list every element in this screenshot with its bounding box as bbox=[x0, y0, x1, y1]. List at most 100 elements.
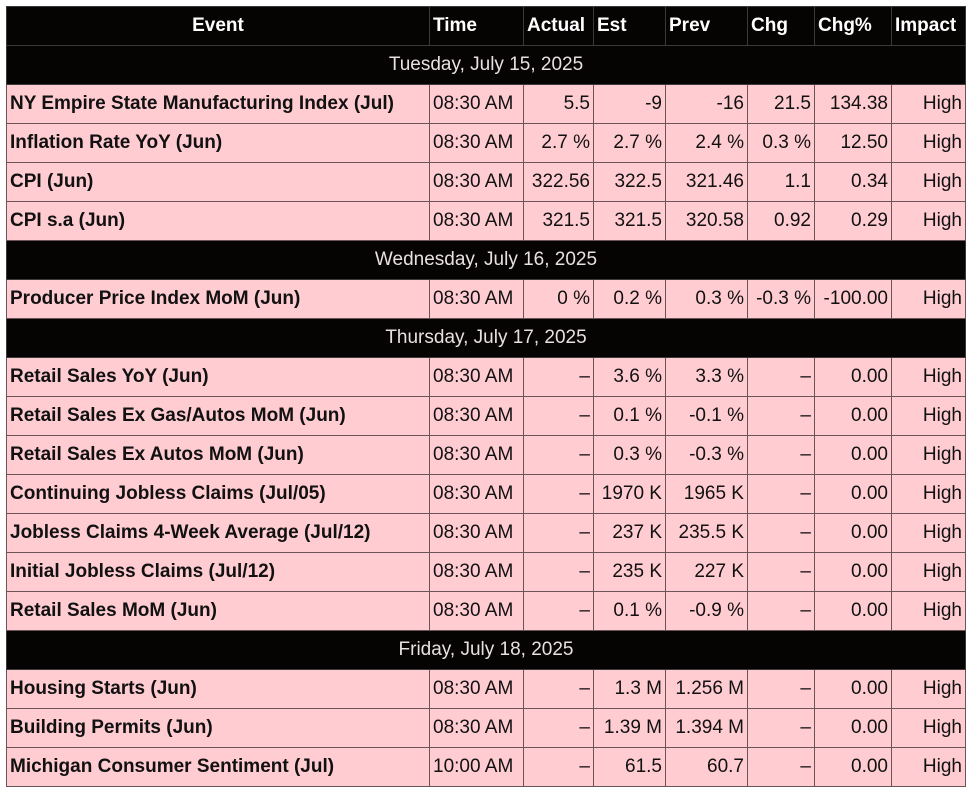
time-cell: 10:00 AM bbox=[429, 747, 524, 787]
table-row[interactable]: CPI (Jun) 08:30 AM 322.56 322.5 321.46 1.1 0.3… bbox=[6, 162, 966, 202]
chg-cell: – bbox=[747, 474, 815, 514]
chg-cell: -0.3 % bbox=[747, 279, 815, 319]
table-row[interactable]: Retail Sales Ex Autos MoM (Jun) 08:30 AM –… bbox=[6, 435, 966, 475]
table-row[interactable]: Housing Starts (Jun) 08:30 AM –1.3 M 1.256 … bbox=[6, 669, 966, 709]
event-cell: Housing Starts (Jun) bbox=[6, 669, 430, 709]
est-cell: 0.1 % bbox=[593, 591, 666, 631]
est-cell: 2.7 % bbox=[593, 123, 666, 163]
actual-cell: – bbox=[523, 396, 594, 436]
chg-pct-cell: 12.50 bbox=[814, 123, 892, 163]
event-cell: Retail Sales MoM (Jun) bbox=[6, 591, 430, 631]
column-header-impact[interactable]: Impact bbox=[891, 6, 966, 46]
time-cell: 08:30 AM bbox=[429, 669, 524, 709]
time-cell: 08:30 AM bbox=[429, 357, 524, 397]
date-group-label: Wednesday, July 16, 2025 bbox=[6, 240, 966, 280]
impact-cell: High bbox=[891, 357, 966, 397]
chg-cell: – bbox=[747, 357, 815, 397]
date-group-label: Friday, July 18, 2025 bbox=[6, 630, 966, 670]
column-header-actual[interactable]: Actual bbox=[523, 6, 594, 46]
chg-pct-cell: 0.00 bbox=[814, 357, 892, 397]
est-cell: 0.2 % bbox=[593, 279, 666, 319]
actual-cell: – bbox=[523, 708, 594, 748]
impact-cell: High bbox=[891, 396, 966, 436]
time-cell: 08:30 AM bbox=[429, 396, 524, 436]
table-row[interactable]: CPI s.a (Jun) 08:30 AM 321.5 321.5 320.58 0.9… bbox=[6, 201, 966, 241]
chg-pct-cell: 0.34 bbox=[814, 162, 892, 202]
table-row[interactable]: Producer Price Index MoM (Jun) 08:30 AM 0 … bbox=[6, 279, 966, 319]
est-cell: 237 K bbox=[593, 513, 666, 553]
impact-cell: High bbox=[891, 591, 966, 631]
actual-cell: – bbox=[523, 357, 594, 397]
date-group-row: Tuesday, July 15, 2025 bbox=[6, 45, 966, 85]
est-cell: 0.1 % bbox=[593, 396, 666, 436]
impact-cell: High bbox=[891, 123, 966, 163]
chg-pct-cell: 0.00 bbox=[814, 474, 892, 514]
actual-cell: 322.56 bbox=[523, 162, 594, 202]
impact-cell: High bbox=[891, 162, 966, 202]
table-row[interactable]: Retail Sales Ex Gas/Autos MoM (Jun) 08:30… bbox=[6, 396, 966, 436]
est-cell: 1.3 M bbox=[593, 669, 666, 709]
est-cell: -9 bbox=[593, 84, 666, 124]
table-row[interactable]: Building Permits (Jun) 08:30 AM –1.39 M 1.3… bbox=[6, 708, 966, 748]
prev-cell: 3.3 % bbox=[665, 357, 748, 397]
est-cell: 61.5 bbox=[593, 747, 666, 787]
chg-cell: 21.5 bbox=[747, 84, 815, 124]
actual-cell: – bbox=[523, 435, 594, 475]
est-cell: 0.3 % bbox=[593, 435, 666, 475]
date-group-row: Thursday, July 17, 2025 bbox=[6, 318, 966, 358]
column-header-time[interactable]: Time bbox=[429, 6, 524, 46]
event-cell: Building Permits (Jun) bbox=[6, 708, 430, 748]
impact-cell: High bbox=[891, 747, 966, 787]
est-cell: 321.5 bbox=[593, 201, 666, 241]
prev-cell: 320.58 bbox=[665, 201, 748, 241]
actual-cell: – bbox=[523, 591, 594, 631]
est-cell: 1970 K bbox=[593, 474, 666, 514]
event-cell: CPI (Jun) bbox=[6, 162, 430, 202]
chg-cell: – bbox=[747, 435, 815, 475]
time-cell: 08:30 AM bbox=[429, 708, 524, 748]
table-row[interactable]: Initial Jobless Claims (Jul/12) 08:30 AM –… bbox=[6, 552, 966, 592]
prev-cell: -0.1 % bbox=[665, 396, 748, 436]
event-cell: NY Empire State Manufacturing Index (Jul… bbox=[6, 84, 430, 124]
est-cell: 322.5 bbox=[593, 162, 666, 202]
column-header-chg[interactable]: Chg bbox=[747, 6, 815, 46]
actual-cell: – bbox=[523, 474, 594, 514]
table-row[interactable]: Retail Sales MoM (Jun) 08:30 AM –0.1 % -0.9… bbox=[6, 591, 966, 631]
date-group-row: Wednesday, July 16, 2025 bbox=[6, 240, 966, 280]
event-cell: Retail Sales Ex Autos MoM (Jun) bbox=[6, 435, 430, 475]
date-group-label: Thursday, July 17, 2025 bbox=[6, 318, 966, 358]
actual-cell: – bbox=[523, 513, 594, 553]
table-row[interactable]: Inflation Rate YoY (Jun) 08:30 AM 2.7 % 2.7… bbox=[6, 123, 966, 163]
chg-pct-cell: 0.00 bbox=[814, 435, 892, 475]
actual-cell: – bbox=[523, 552, 594, 592]
date-group-row: Friday, July 18, 2025 bbox=[6, 630, 966, 670]
time-cell: 08:30 AM bbox=[429, 591, 524, 631]
table-row[interactable]: NY Empire State Manufacturing Index (Jul… bbox=[6, 84, 966, 124]
impact-cell: High bbox=[891, 435, 966, 475]
time-cell: 08:30 AM bbox=[429, 201, 524, 241]
column-header-est[interactable]: Est bbox=[593, 6, 666, 46]
impact-cell: High bbox=[891, 669, 966, 709]
impact-cell: High bbox=[891, 474, 966, 514]
prev-cell: 1965 K bbox=[665, 474, 748, 514]
chg-cell: – bbox=[747, 513, 815, 553]
header-row: Event Time Actual Est Prev Chg Chg% Impa… bbox=[6, 6, 966, 46]
chg-cell: – bbox=[747, 396, 815, 436]
actual-cell: – bbox=[523, 669, 594, 709]
impact-cell: High bbox=[891, 513, 966, 553]
column-header-chg-pct[interactable]: Chg% bbox=[814, 6, 892, 46]
event-cell: Continuing Jobless Claims (Jul/05) bbox=[6, 474, 430, 514]
chg-pct-cell: 134.38 bbox=[814, 84, 892, 124]
prev-cell: 235.5 K bbox=[665, 513, 748, 553]
column-header-prev[interactable]: Prev bbox=[665, 6, 748, 46]
table-row[interactable]: Continuing Jobless Claims (Jul/05) 08:30 … bbox=[6, 474, 966, 514]
table-row[interactable]: Michigan Consumer Sentiment (Jul) 10:00 A… bbox=[6, 747, 966, 787]
table-row[interactable]: Retail Sales YoY (Jun) 08:30 AM –3.6 % 3.3 … bbox=[6, 357, 966, 397]
est-cell: 1.39 M bbox=[593, 708, 666, 748]
chg-cell: – bbox=[747, 747, 815, 787]
table-row[interactable]: Jobless Claims 4-Week Average (Jul/12) 08… bbox=[6, 513, 966, 553]
time-cell: 08:30 AM bbox=[429, 123, 524, 163]
chg-pct-cell: 0.00 bbox=[814, 669, 892, 709]
impact-cell: High bbox=[891, 84, 966, 124]
column-header-event[interactable]: Event bbox=[6, 6, 430, 46]
